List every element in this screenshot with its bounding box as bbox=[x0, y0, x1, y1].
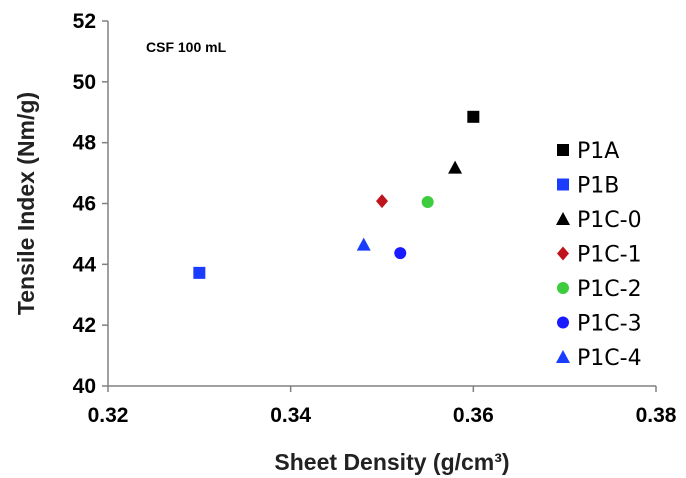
legend-label: P1C-3 bbox=[577, 312, 642, 337]
x-axis-title: Sheet Density (g/cm³) bbox=[274, 449, 509, 475]
data-point-p1c-3 bbox=[394, 247, 407, 260]
legend-label: P1C-4 bbox=[577, 346, 642, 371]
data-point-p1c-4 bbox=[356, 237, 371, 251]
legend-label: P1B bbox=[577, 174, 619, 199]
legend-item: P1C-3 bbox=[557, 312, 642, 337]
legend-item: P1A bbox=[557, 139, 619, 164]
data-point-p1c-2 bbox=[421, 195, 434, 208]
legend-marker bbox=[557, 178, 569, 191]
x-tick-label: 0.32 bbox=[88, 404, 129, 427]
y-tick-label: 48 bbox=[73, 132, 97, 155]
y-tick-label: 46 bbox=[73, 193, 96, 216]
legend-label: P1A bbox=[577, 139, 619, 164]
legend-item: P1B bbox=[557, 174, 619, 199]
y-tick-label: 44 bbox=[73, 253, 97, 276]
legend-marker bbox=[557, 316, 569, 329]
legend-marker bbox=[557, 246, 569, 261]
legend-marker bbox=[556, 212, 570, 225]
data-point-p1c-1 bbox=[376, 194, 388, 209]
x-tick-label: 0.38 bbox=[636, 404, 677, 427]
legend-item: P1C-1 bbox=[557, 243, 642, 268]
data-point-p1b bbox=[193, 266, 206, 279]
legend-item: P1C-0 bbox=[556, 208, 642, 233]
annotation-label: CSF 100 mL bbox=[146, 39, 227, 55]
x-axis-ticks: 0.32 0.34 0.36 0.38 bbox=[88, 386, 677, 427]
legend-label: P1C-1 bbox=[577, 243, 642, 268]
y-tick-label: 42 bbox=[73, 314, 96, 337]
legend-marker bbox=[557, 282, 569, 294]
y-axis-ticks: 40 42 44 46 48 50 52 bbox=[73, 10, 108, 398]
x-tick-label: 0.36 bbox=[453, 404, 494, 427]
legend-marker bbox=[556, 350, 570, 363]
x-tick-label: 0.34 bbox=[270, 404, 311, 427]
legend: P1A P1B P1C-0 P1C-1 P1C-2 P1C-3 P1C-4 bbox=[556, 139, 642, 371]
data-point-p1c-0 bbox=[448, 160, 463, 174]
legend-item: P1C-2 bbox=[557, 277, 642, 302]
y-axis-title: Tensile Index (Nm/g) bbox=[13, 92, 39, 315]
y-tick-label: 52 bbox=[73, 10, 96, 33]
legend-label: P1C-0 bbox=[577, 208, 642, 233]
data-points bbox=[193, 110, 480, 279]
y-tick-label: 40 bbox=[73, 375, 96, 398]
legend-item: P1C-4 bbox=[556, 346, 642, 371]
legend-marker bbox=[557, 144, 569, 156]
data-point-p1a bbox=[467, 110, 480, 123]
y-tick-label: 50 bbox=[73, 71, 96, 94]
legend-label: P1C-2 bbox=[577, 277, 642, 302]
